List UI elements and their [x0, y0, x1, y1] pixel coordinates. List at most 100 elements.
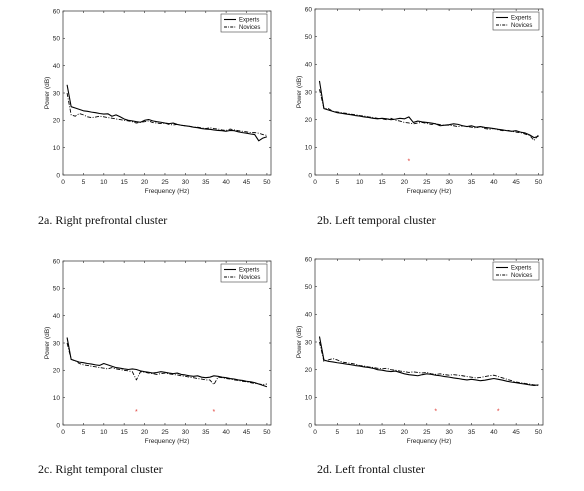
y-tick-label: 30: [305, 89, 313, 96]
caption-2c: 2c. Right temporal cluster: [38, 462, 163, 476]
y-tick-label: 40: [305, 62, 313, 69]
x-tick-label: 15: [378, 429, 386, 436]
x-tick-label: 30: [182, 179, 190, 186]
y-tick-label: 0: [308, 172, 312, 179]
x-tick-label: 30: [446, 179, 454, 186]
legend-label-experts: Experts: [511, 266, 531, 272]
series-line-novices: [319, 89, 539, 141]
x-tick-label: 25: [161, 179, 169, 186]
x-tick-label: 45: [513, 429, 521, 436]
x-tick-label: 40: [490, 429, 498, 436]
legend-label-experts: Experts: [239, 268, 259, 274]
x-tick-label: 10: [356, 179, 364, 186]
y-tick-label: 60: [305, 6, 313, 13]
significance-marker: *: [408, 159, 411, 166]
y-tick-label: 0: [308, 422, 312, 429]
y-tick-label: 20: [305, 117, 313, 124]
y-tick-label: 20: [53, 368, 61, 375]
y-tick-label: 10: [305, 145, 313, 152]
x-tick-label: 35: [468, 179, 476, 186]
x-tick-label: 40: [223, 429, 231, 436]
x-tick-label: 15: [121, 179, 129, 186]
x-tick-label: 5: [82, 429, 86, 436]
caption-2d: 2d. Left frontal cluster: [317, 462, 425, 476]
significance-marker: *: [135, 409, 138, 416]
y-tick-label: 50: [305, 34, 313, 41]
x-tick-label: 20: [401, 179, 409, 186]
y-tick-label: 10: [53, 395, 61, 402]
x-tick-label: 15: [121, 429, 129, 436]
x-tick-label: 40: [490, 179, 498, 186]
x-tick-label: 20: [141, 429, 149, 436]
caption-2b: 2b. Left temporal cluster: [317, 213, 436, 227]
x-tick-label: 10: [356, 429, 364, 436]
x-tick-label: 25: [423, 179, 431, 186]
x-tick-label: 0: [313, 179, 317, 186]
legend-label-novices: Novices: [511, 273, 532, 279]
x-tick-label: 35: [202, 179, 210, 186]
x-tick-label: 50: [535, 429, 543, 436]
legend-label-experts: Experts: [239, 18, 259, 24]
y-tick-label: 30: [53, 90, 61, 97]
series-line-novices: [66, 342, 267, 385]
legend-label-novices: Novices: [239, 25, 260, 31]
x-tick-label: 45: [243, 179, 251, 186]
x-tick-label: 5: [82, 179, 86, 186]
chart-panel-c: 0 5 10 15 20 25 30 35 40 45 50 0 10 20 30 40 50 60 Frequen…: [44, 258, 272, 445]
y-tick-label: 60: [53, 8, 61, 15]
legend-label-novices: Novices: [239, 275, 260, 281]
series-line-experts: [318, 336, 539, 386]
legend-box: [492, 261, 540, 281]
y-tick-label: 40: [305, 312, 313, 319]
plot-area-frame: [314, 8, 544, 176]
series-line-novices: [66, 92, 268, 136]
series-line-experts: [66, 337, 268, 388]
x-tick-label: 0: [61, 429, 65, 436]
x-tick-label: 35: [468, 429, 476, 436]
x-tick-label: 0: [61, 179, 65, 186]
chart-panel-a: 0 5 10 15 20 25 30 35 40 45 50 0 10 20 30 40 50 60 Frequen…: [44, 8, 272, 195]
legend-label-novices: Novices: [511, 23, 532, 29]
x-tick-label: 5: [336, 429, 340, 436]
x-tick-label: 30: [446, 429, 454, 436]
y-axis-label: Power (dB): [296, 76, 303, 109]
y-tick-label: 10: [53, 145, 61, 152]
x-tick-label: 50: [535, 179, 543, 186]
y-tick-label: 20: [305, 367, 313, 374]
x-axis-label: Frequency (Hz): [145, 438, 190, 445]
chart-panel-d: 0 5 10 15 20 25 30 35 40 45 50 0 10 20 30 40 50 60 Frequen…: [296, 256, 544, 445]
significance-marker: *: [497, 409, 500, 416]
y-tick-label: 60: [53, 258, 61, 265]
y-axis-label: Power (dB): [44, 327, 51, 360]
x-axis-label: Frequency (Hz): [407, 438, 452, 445]
x-tick-label: 35: [202, 429, 210, 436]
series-line-novices: [319, 341, 539, 386]
x-tick-label: 30: [182, 429, 190, 436]
x-tick-label: 20: [401, 429, 409, 436]
x-axis-label: Frequency (Hz): [407, 188, 452, 195]
y-tick-label: 50: [305, 284, 313, 291]
plot-area-frame: [314, 258, 544, 426]
significance-marker: *: [434, 409, 437, 416]
plot-area-frame: [62, 10, 272, 176]
y-tick-label: 40: [53, 313, 61, 320]
x-tick-label: 50: [263, 179, 271, 186]
y-tick-label: 30: [53, 340, 61, 347]
y-axis-label: Power (dB): [296, 326, 303, 359]
legend-box: [492, 11, 540, 31]
y-tick-label: 30: [305, 339, 313, 346]
y-tick-label: 10: [305, 395, 313, 402]
series-line-experts: [318, 80, 539, 139]
x-tick-label: 40: [223, 179, 231, 186]
x-tick-label: 5: [336, 179, 340, 186]
series-line-experts: [66, 84, 268, 142]
x-tick-label: 20: [141, 179, 149, 186]
x-axis-label: Frequency (Hz): [145, 188, 190, 195]
legend-box: [220, 263, 268, 283]
x-tick-label: 10: [100, 179, 108, 186]
y-tick-label: 60: [305, 256, 313, 263]
y-tick-label: 50: [53, 286, 61, 293]
y-tick-label: 20: [53, 118, 61, 125]
x-tick-label: 50: [263, 429, 271, 436]
x-tick-label: 25: [161, 429, 169, 436]
